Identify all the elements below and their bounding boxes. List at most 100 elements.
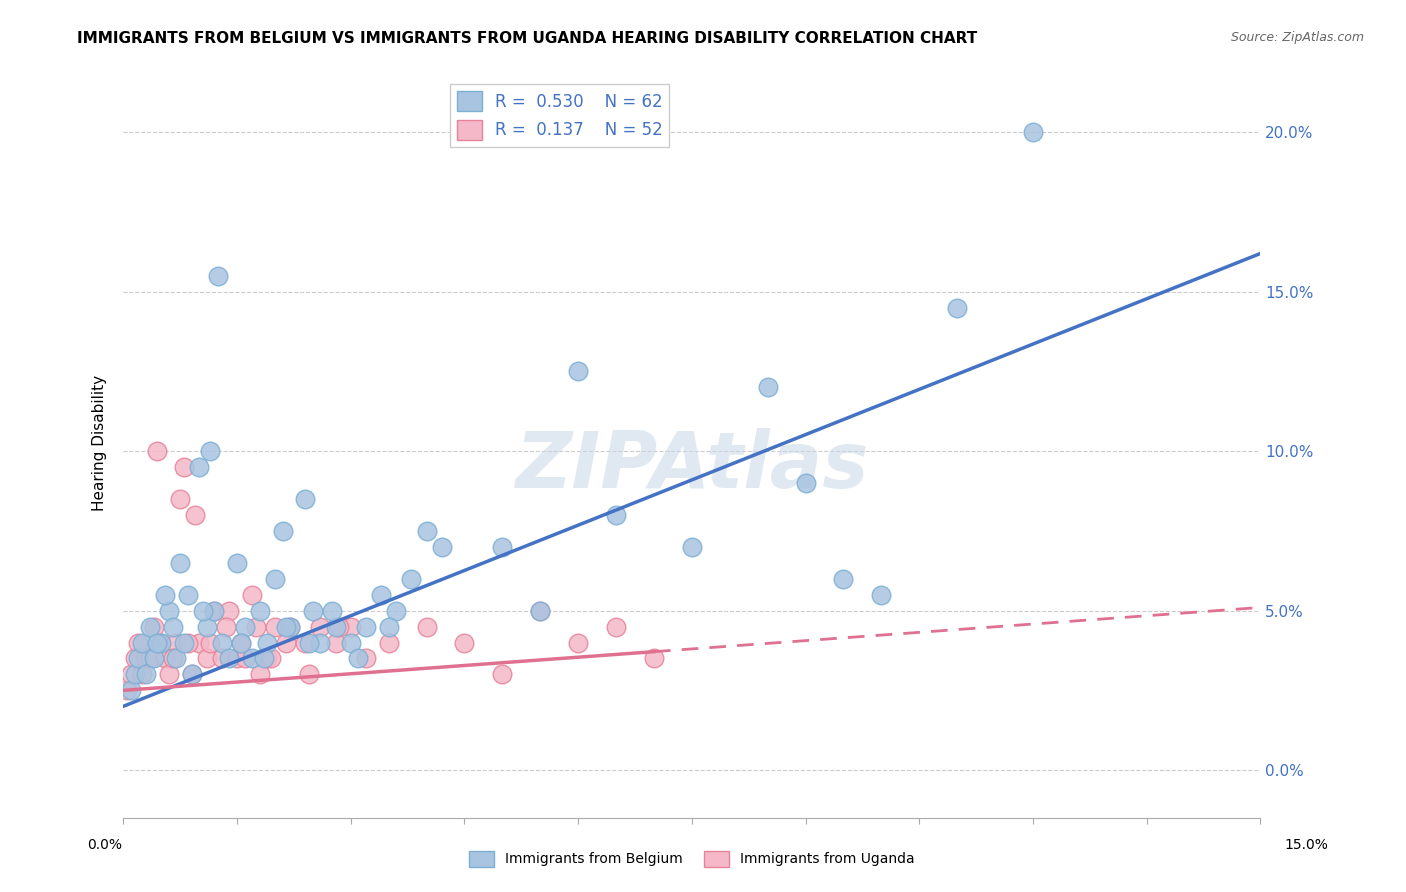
Point: [177, 635, 200, 649]
Text: Source: ZipAtlas.com: Source: ZipAtlas.com: [1230, 31, 1364, 45]
Point: [567, 364, 589, 378]
Point: [870, 588, 893, 602]
Point: [150, 635, 173, 649]
Point: [430, 540, 453, 554]
Point: [177, 588, 200, 602]
Point: [195, 651, 218, 665]
Text: 0.0%: 0.0%: [87, 838, 122, 852]
Point: [218, 604, 240, 618]
Point: [214, 619, 236, 633]
Point: [180, 667, 202, 681]
Text: IMMIGRANTS FROM BELGIUM VS IMMIGRANTS FROM UGANDA HEARING DISABILITY CORRELATION: IMMIGRANTS FROM BELGIUM VS IMMIGRANTS FR…: [77, 31, 977, 46]
Point: [339, 635, 361, 649]
Point: [249, 667, 271, 681]
Point: [256, 635, 278, 649]
Point: [200, 444, 222, 458]
Text: ZIPAtlas: ZIPAtlas: [515, 427, 869, 504]
Point: [142, 619, 165, 633]
Point: [146, 635, 169, 649]
Point: [150, 635, 173, 649]
Point: [347, 651, 370, 665]
Point: [211, 651, 233, 665]
Point: [229, 635, 252, 649]
Point: [946, 301, 969, 315]
Point: [153, 588, 176, 602]
Point: [245, 619, 267, 633]
Point: [256, 651, 278, 665]
Point: [276, 619, 298, 633]
Point: [370, 588, 392, 602]
Point: [162, 651, 184, 665]
Point: [794, 476, 817, 491]
Point: [298, 667, 321, 681]
Point: [229, 635, 252, 649]
Point: [328, 619, 350, 633]
Point: [218, 651, 240, 665]
Point: [184, 508, 207, 522]
Point: [195, 619, 218, 633]
Point: [294, 635, 316, 649]
Point: [173, 635, 195, 649]
Point: [115, 683, 138, 698]
Point: [162, 619, 184, 633]
Point: [240, 651, 263, 665]
Point: [321, 604, 343, 618]
Point: [309, 635, 332, 649]
Point: [415, 524, 437, 538]
Point: [142, 651, 165, 665]
Point: [415, 619, 437, 633]
Point: [264, 572, 287, 586]
Point: [135, 667, 157, 681]
Point: [276, 635, 298, 649]
Point: [188, 635, 211, 649]
Point: [135, 651, 157, 665]
Point: [605, 619, 627, 633]
Point: [298, 635, 321, 649]
Point: [491, 667, 513, 681]
Point: [180, 667, 202, 681]
Point: [226, 651, 249, 665]
Point: [271, 524, 294, 538]
Point: [157, 604, 180, 618]
Point: [211, 635, 233, 649]
Point: [249, 604, 271, 618]
Point: [339, 619, 361, 633]
Point: [681, 540, 703, 554]
Point: [377, 619, 399, 633]
Point: [278, 619, 301, 633]
Point: [756, 380, 779, 394]
Point: [124, 667, 146, 681]
Point: [200, 635, 222, 649]
Point: [567, 635, 589, 649]
Point: [139, 619, 162, 633]
Point: [325, 619, 347, 633]
Point: [226, 556, 249, 570]
Point: [491, 540, 513, 554]
Point: [309, 619, 332, 633]
Point: [354, 651, 377, 665]
Point: [832, 572, 855, 586]
Point: [529, 604, 551, 618]
Point: [127, 635, 149, 649]
Point: [605, 508, 627, 522]
Point: [165, 635, 187, 649]
Point: [278, 619, 301, 633]
Point: [643, 651, 665, 665]
Point: [188, 460, 211, 475]
Point: [173, 460, 195, 475]
Point: [153, 651, 176, 665]
Point: [169, 556, 191, 570]
Point: [139, 651, 162, 665]
Point: [401, 572, 423, 586]
Point: [233, 651, 256, 665]
Point: [202, 604, 225, 618]
Point: [120, 683, 142, 698]
Point: [252, 651, 274, 665]
Point: [453, 635, 475, 649]
Point: [131, 635, 153, 649]
Point: [260, 651, 283, 665]
Point: [377, 635, 399, 649]
Point: [165, 651, 187, 665]
Text: 15.0%: 15.0%: [1285, 838, 1329, 852]
Point: [1022, 125, 1045, 139]
